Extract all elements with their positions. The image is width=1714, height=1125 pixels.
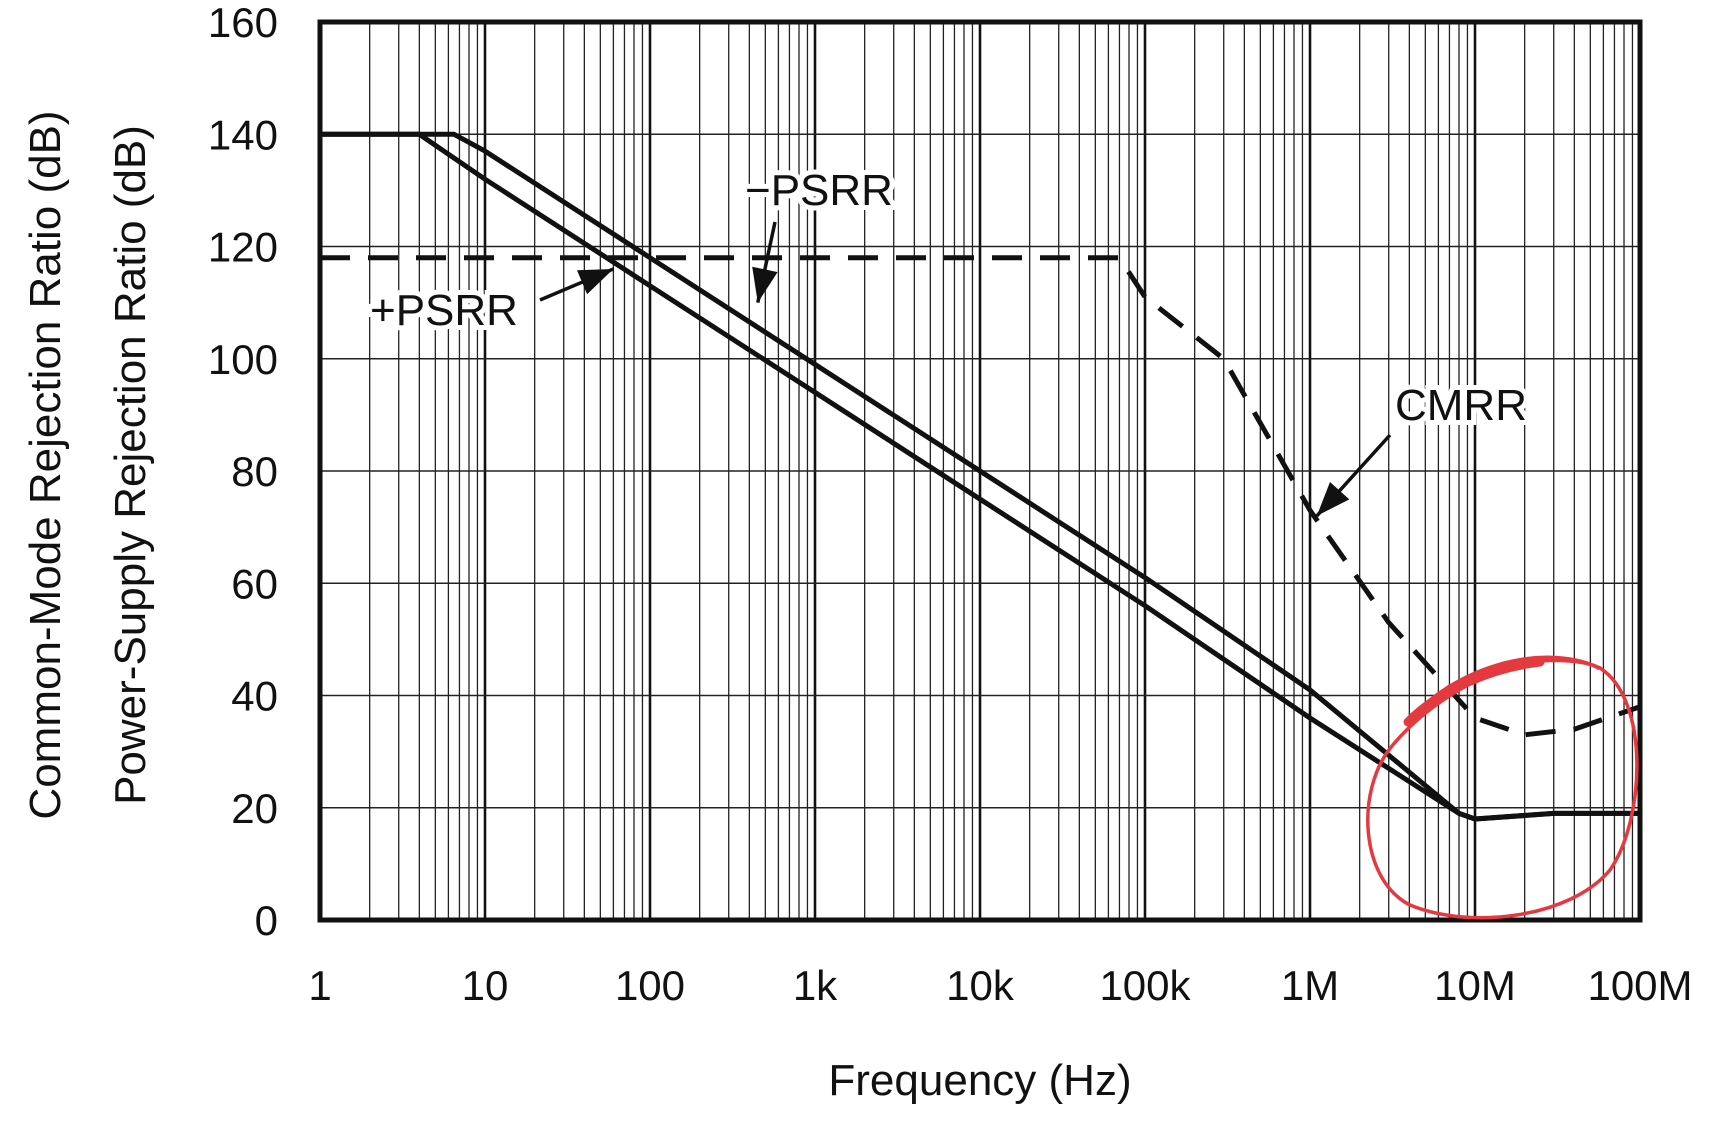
highlight-thick-stroke (1403, 657, 1545, 727)
x-tick-label: 1M (1281, 962, 1339, 1009)
x-tick-label: 10k (946, 962, 1015, 1009)
series-cmrr-line (320, 255, 1641, 738)
y-tick-label: 160 (208, 0, 278, 46)
y-tick-label: 140 (208, 111, 278, 158)
plot-border (317, 19, 1643, 923)
annotation-arrowhead (752, 266, 778, 303)
x-axis-label: Frequency (Hz) (828, 1056, 1131, 1105)
plot-frame (317, 19, 1643, 923)
x-tick-label: 100 (615, 962, 685, 1009)
tick-labels: 1 10 100 1k 10k 100k 1M 10M 100M 0 20 40 60 80 100 120 1… (208, 0, 1693, 1009)
annotation-label: −PSRR (745, 166, 893, 215)
y-axis-label-outer: Common-Mode Rejection Ratio (dB) (21, 110, 70, 819)
y-tick-label: 100 (208, 336, 278, 383)
annotation-label: +PSRR (370, 286, 518, 335)
annotation-arrowhead (1316, 482, 1350, 516)
x-tick-label: 1 (308, 962, 331, 1009)
y-tick-label: 20 (231, 785, 278, 832)
series-layer (320, 131, 1641, 822)
series-psrr-line (320, 131, 1640, 822)
y-tick-label: 40 (231, 673, 278, 720)
annotation-label: CMRR (1395, 381, 1527, 430)
red-highlight-circle (1366, 655, 1639, 920)
y-tick-label: 80 (231, 448, 278, 495)
grid (318, 21, 1642, 921)
x-tick-label: 10 (462, 962, 509, 1009)
y-tick-label: 60 (231, 560, 278, 607)
x-tick-label: 100M (1587, 962, 1692, 1009)
annotation-arrowhead (577, 269, 614, 295)
y-tick-label: 0 (255, 897, 278, 944)
x-tick-label: 10M (1434, 962, 1516, 1009)
highlight-circle-stroke (1366, 655, 1639, 920)
x-tick-label: 1k (793, 962, 838, 1009)
annotations: +PSRR −PSRR CMRR (365, 161, 1532, 518)
y-axis-label-inner: Power-Supply Rejection Ratio (dB) (106, 125, 155, 805)
x-tick-label: 100k (1099, 962, 1191, 1009)
y-tick-label: 120 (208, 224, 278, 271)
